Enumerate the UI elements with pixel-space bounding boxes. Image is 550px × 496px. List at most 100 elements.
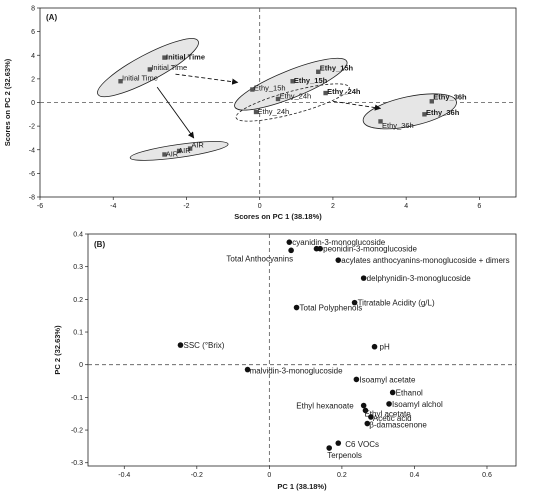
loading-point bbox=[353, 376, 360, 383]
loading-point-label: Total Polyphenols bbox=[300, 304, 363, 313]
y-tick-label: 6 bbox=[31, 29, 35, 36]
score-point-label: Ethy_15h bbox=[294, 76, 328, 85]
score-point-label: Ethy_15h bbox=[254, 84, 286, 93]
y-tick-label: 0 bbox=[31, 100, 35, 107]
x-tick-label: -2 bbox=[183, 203, 189, 210]
loading-point bbox=[386, 401, 392, 407]
score-point-label: Ethy_36h bbox=[382, 121, 414, 130]
loading-point-label: cyanidin-3-monoglucoside bbox=[292, 238, 385, 247]
x-tick-label: 0 bbox=[258, 203, 262, 210]
x-tick-label: 0.6 bbox=[482, 472, 492, 479]
loading-point bbox=[286, 239, 293, 245]
plot-frame bbox=[87, 233, 517, 467]
group-ellipse bbox=[234, 57, 348, 111]
x-axis-title: PC 1 (38.18%) bbox=[277, 482, 327, 491]
loading-point bbox=[177, 342, 184, 348]
loading-point bbox=[360, 402, 367, 409]
y-tick-label: -0.2 bbox=[71, 428, 83, 435]
loading-point bbox=[326, 445, 333, 451]
loading-point-label: Total Anthocyanins bbox=[226, 254, 293, 263]
score-point bbox=[250, 87, 255, 92]
x-tick-label: 0.4 bbox=[410, 472, 420, 479]
loading-point bbox=[360, 275, 367, 281]
loading-point bbox=[313, 245, 320, 252]
score-point bbox=[162, 152, 167, 157]
group-ellipse bbox=[235, 83, 350, 122]
score-point-label: Ethy_24h bbox=[327, 87, 361, 96]
y-tick-label: 0.3 bbox=[73, 264, 83, 271]
x-axis-title: Scores on PC 1 (38.18%) bbox=[234, 212, 322, 221]
score-point-label: Initial Time bbox=[122, 74, 158, 83]
loading-point bbox=[371, 343, 378, 350]
score-point-label: Ethy_24h bbox=[258, 107, 290, 116]
loading-point-label: Terpenols bbox=[327, 451, 362, 460]
x-tick-label: 0 bbox=[267, 472, 271, 479]
loading-point-label: Titratable Acidity (g/L) bbox=[358, 299, 435, 308]
score-point bbox=[118, 79, 123, 84]
loading-point bbox=[368, 414, 374, 420]
score-point-label: Ethy_36h bbox=[426, 108, 460, 117]
loading-point-label: delphynidin-3-monoglucoside bbox=[367, 274, 472, 283]
score-point bbox=[162, 55, 167, 60]
panel-label: (B) bbox=[94, 240, 105, 249]
loading-point-label: Isoamyl acetate bbox=[359, 375, 416, 384]
loading-point bbox=[244, 366, 251, 373]
y-tick-label: -0.1 bbox=[71, 395, 83, 402]
loading-point bbox=[362, 407, 369, 414]
score-point-label: AIR bbox=[191, 140, 204, 149]
score-point bbox=[316, 69, 321, 74]
loadings-plot-panel: (B) -0.4 -0.2 0 0.2 0.4 0.6 -0.3 -0.2 -0.1 0 0.1 0.2… bbox=[53, 232, 517, 491]
score-point bbox=[290, 79, 295, 84]
y-tick-label: 0 bbox=[79, 362, 83, 369]
trend-arrow bbox=[332, 100, 382, 111]
score-point bbox=[275, 96, 281, 102]
x-tick-label: 0.2 bbox=[337, 472, 347, 479]
score-point-label: Initial Time bbox=[151, 63, 187, 72]
score-point bbox=[422, 112, 427, 117]
loading-point-label: SSC (°Brix) bbox=[183, 341, 224, 350]
y-tick-label: -6 bbox=[29, 171, 35, 178]
loading-point bbox=[389, 389, 396, 396]
y-axis-title: Scores on PC 2 (32.63%) bbox=[3, 58, 12, 146]
trend-arrow bbox=[156, 86, 195, 139]
score-point bbox=[147, 67, 153, 72]
score-point bbox=[253, 109, 259, 115]
score-point bbox=[176, 148, 182, 154]
x-tick-label: -6 bbox=[37, 203, 43, 210]
y-tick-label: 2 bbox=[31, 76, 35, 83]
loading-point-label: Ethanol bbox=[396, 388, 423, 397]
y-tick-label: -2 bbox=[29, 124, 35, 131]
loading-point-label: malvidin-3-monoglucoside bbox=[250, 367, 343, 376]
score-point-label: Ethy_15h bbox=[320, 64, 354, 73]
y-tick-label: 8 bbox=[31, 6, 35, 13]
y-tick-label: 0.1 bbox=[73, 330, 83, 337]
score-point-label: Ethy_24h bbox=[280, 91, 312, 100]
trend-arrow bbox=[175, 73, 239, 85]
score-point bbox=[187, 146, 193, 151]
score-point bbox=[323, 90, 328, 96]
loading-point bbox=[351, 299, 358, 306]
score-point bbox=[429, 99, 434, 104]
loading-point-label: Ethyl hexanoate bbox=[296, 402, 354, 411]
loading-point bbox=[335, 440, 342, 446]
y-tick-label: -4 bbox=[29, 147, 35, 154]
x-tick-label: 2 bbox=[331, 203, 335, 210]
score-point-label: Initial Time bbox=[166, 52, 205, 61]
y-tick-label: 4 bbox=[31, 53, 35, 60]
loading-point-label: Isoamyl alchol bbox=[392, 400, 443, 409]
x-tick-label: 4 bbox=[404, 203, 408, 210]
loading-point-label: Acetic acid bbox=[373, 414, 412, 423]
loading-point-label: β-damascenone bbox=[369, 421, 427, 430]
loading-point-label: acylates anthocyanins-monoglucoside + di… bbox=[341, 256, 509, 265]
y-axis-title: PC 2 (32.63%) bbox=[53, 325, 62, 375]
loading-point-label: peonidin-3-monoglucoside bbox=[323, 245, 417, 254]
y-tick-label: -0.3 bbox=[71, 460, 83, 467]
score-point-label: Ethy_36h bbox=[433, 92, 467, 101]
loading-point bbox=[293, 304, 300, 311]
x-tick-label: 6 bbox=[477, 203, 481, 210]
score-point-label: AIR bbox=[166, 149, 179, 158]
x-tick-label: -4 bbox=[110, 203, 116, 210]
panel-label: (A) bbox=[46, 13, 57, 22]
loading-point-label: Ethyl acetate bbox=[364, 409, 411, 418]
